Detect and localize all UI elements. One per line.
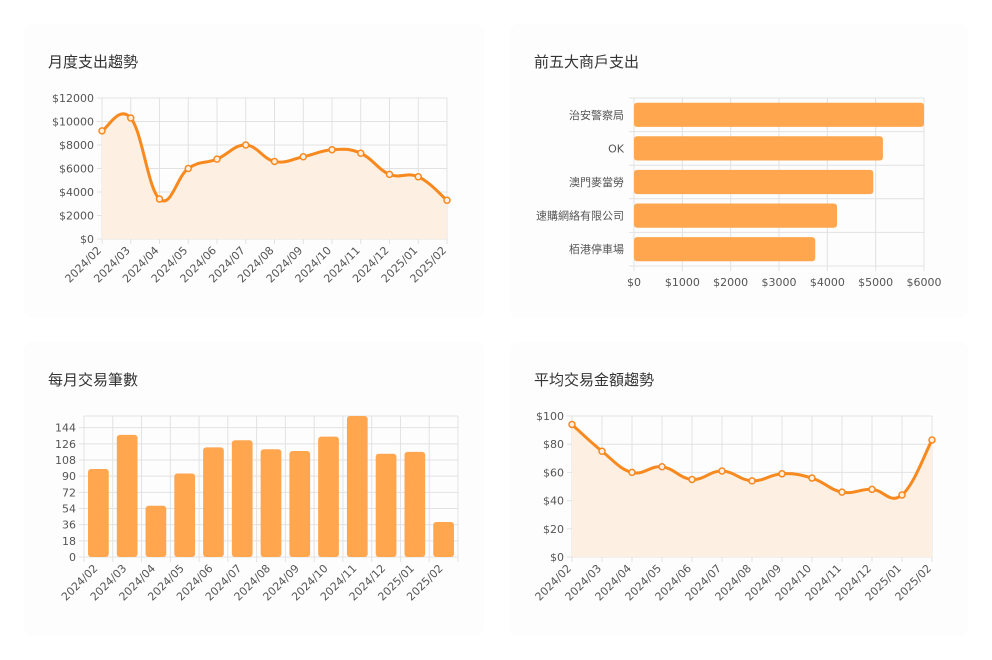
y-tick-label: $100 (536, 410, 564, 423)
bar (260, 449, 282, 557)
data-point (838, 488, 846, 496)
y-tick-label: $6000 (59, 163, 94, 176)
data-point (688, 475, 696, 484)
x-tick-label: $5000 (858, 276, 893, 289)
data-point (808, 474, 816, 482)
y-tick-label: 72 (62, 486, 76, 499)
y-tick-label: 栢港停車場 (569, 242, 624, 256)
x-tick-label: $4000 (810, 276, 845, 289)
bar (116, 434, 138, 557)
bar (318, 436, 339, 557)
data-point (718, 467, 726, 475)
data-point (270, 157, 279, 166)
bar (346, 416, 368, 557)
y-tick-label: 108 (55, 454, 76, 467)
bar (433, 521, 454, 557)
x-tick-label: $3000 (762, 276, 797, 289)
data-point (328, 145, 336, 154)
data-point (898, 491, 906, 499)
data-point (98, 127, 106, 135)
transaction-count-chart: 018365472901081261442024/022024/032024/0… (55, 415, 459, 603)
data-point (299, 153, 307, 161)
y-tick-label: 0 (69, 551, 76, 564)
x-tick-label: $0 (627, 276, 641, 289)
top-merchants-card: 前五大商戶支出 $0 $1000 $2000 $3000 $4000 $5000 $6000… (510, 24, 968, 318)
x-tick-label: $2000 (713, 276, 748, 289)
bar (634, 237, 816, 262)
data-point (658, 463, 666, 471)
y-tick-label: $10000 (52, 116, 94, 129)
top-merchants-chart: $0 $1000 $2000 $3000 $4000 $5000 $6000 治安警察局 OK 澳… (536, 97, 942, 289)
data-point (184, 164, 192, 173)
data-point (748, 477, 756, 485)
y-tick-label: 速購網絡有限公司 (536, 209, 624, 223)
bar (634, 169, 874, 195)
data-point (414, 172, 422, 181)
bar (145, 505, 167, 557)
y-tick-label: $2000 (59, 210, 94, 223)
data-point (242, 141, 250, 149)
transaction-count-card: 每月交易筆數 0 18 36 54 72 90 108 126 144 2024/02 2024/0… (24, 342, 484, 636)
y-tick-label: 36 (62, 519, 76, 532)
bar (231, 440, 253, 557)
monthly-spending-chart: $0$2000$4000$6000$8000$10000$120002024/0… (52, 92, 451, 285)
bar (404, 451, 426, 557)
data-point (568, 420, 576, 429)
y-tick-label: $12000 (52, 92, 94, 105)
y-tick-label: 治安警察局 (569, 108, 624, 122)
area-fill (572, 424, 932, 557)
data-point (155, 195, 164, 203)
data-point (443, 196, 451, 204)
average-amount-chart: $0$20$40$60$80$1002024/022024/032024/042… (533, 410, 936, 603)
data-point (928, 436, 936, 444)
y-tick-label: 144 (55, 422, 76, 435)
y-tick-label: 澳門麥當勞 (569, 175, 624, 189)
average-amount-card: 平均交易金額趨勢 $0 $20 $40 $60 $80 $100 2024/02 2024/0… (510, 342, 968, 636)
y-tick-label: $4000 (59, 186, 94, 199)
y-tick-label: $20 (543, 523, 564, 536)
y-tick-label: $0 (80, 233, 94, 246)
area-fill (102, 113, 447, 239)
x-tick-label: $6000 (907, 276, 942, 289)
y-tick-label: $0 (550, 551, 564, 564)
bar (634, 203, 837, 228)
bar (289, 451, 311, 557)
data-point (127, 114, 135, 122)
transaction-count-title: 每月交易筆數 (48, 371, 139, 389)
data-point (213, 155, 221, 163)
y-tick-label: $40 (543, 495, 564, 508)
monthly-spending-title: 月度支出趨勢 (48, 53, 139, 71)
data-point (385, 170, 394, 179)
y-tick-label: $60 (543, 466, 564, 479)
x-tick-label: $1000 (665, 276, 700, 289)
bar (174, 473, 196, 557)
bar (203, 447, 224, 557)
y-tick-label: OK (608, 142, 625, 155)
average-amount-title: 平均交易金額趨勢 (534, 371, 655, 389)
data-point (778, 470, 786, 478)
bar (88, 468, 109, 557)
y-tick-label: 18 (62, 535, 76, 548)
data-point (598, 447, 606, 455)
bar (634, 136, 883, 161)
bar (634, 102, 924, 127)
y-tick-label: 126 (55, 438, 76, 451)
bar (375, 453, 397, 557)
top-merchants-title: 前五大商戶支出 (534, 53, 640, 71)
monthly-spending-card: 月度支出趨勢 $0 $2000 $4000 $6000 $8000 $10000 $1200… (24, 24, 484, 318)
y-tick-label: $80 (543, 438, 564, 451)
y-tick-label: $8000 (59, 139, 94, 152)
data-point (868, 485, 876, 494)
data-point (628, 468, 636, 477)
y-tick-label: 90 (62, 470, 76, 483)
y-tick-label: 54 (62, 503, 76, 516)
data-point (357, 149, 365, 157)
